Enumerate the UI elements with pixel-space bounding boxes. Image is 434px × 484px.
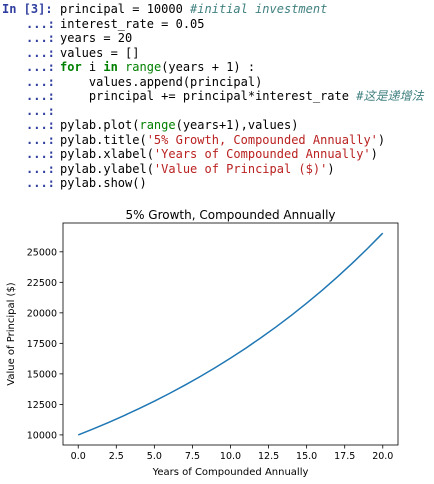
y-tick-label: 12500 [27,400,57,411]
x-tick-label: 10.0 [220,451,241,462]
code-line: ...: values.append(principal) [0,75,434,90]
axes-frame [62,222,399,446]
x-tick-label: 7.5 [185,451,200,462]
code-cell[interactable]: In [3]: principal = 10000 #initial invest… [0,2,434,191]
x-tick-label: 0.0 [71,451,86,462]
x-tick-label: 2.5 [109,451,124,462]
code-line: ...: for i in range(years + 1) : [0,60,434,75]
continuation-prompt: ...: [26,132,55,147]
x-tick-label: 12.5 [258,451,279,462]
plot-output: 5% Growth, Compounded Annually 0.0 2.5 5.0… [6,208,399,478]
continuation-prompt: ...: [26,60,55,74]
code-text: for i in range(years + 1) : [60,60,256,74]
continuation-prompt: ...: [26,161,55,176]
code-text: pylab.ylabel('Value of Principal ($)') [60,161,335,176]
y-tick-label: 17500 [27,339,57,350]
y-tick-label: 10000 [27,430,57,441]
y-tick-label: 25000 [27,247,57,258]
continuation-prompt: ...: [26,118,55,132]
code-text: pylab.show() [60,176,147,190]
continuation-prompt: ...: [26,103,55,118]
code-line: ...: pylab.title('5% Growth, Compounded A… [0,133,434,148]
code-line: ...: interest_rate = 0.05 [0,17,434,32]
x-tick-label: 5.0 [147,451,162,462]
code-text: years = 20 [60,31,133,45]
code-line: ...: pylab.show() [0,176,434,191]
continuation-prompt: ...: [26,147,55,161]
code-text: values = [] [60,45,140,60]
x-tick-label: 20.0 [372,451,393,462]
continuation-prompt: ...: [26,89,55,103]
chart-title: 5% Growth, Compounded Annually [125,208,335,222]
code-line: ...: years = 20 [0,31,434,46]
code-line: ...: principal += principal*interest_rat… [0,89,434,104]
y-tick-label: 15000 [27,369,57,380]
code-text: pylab.title('5% Growth, Compounded Annua… [60,132,386,147]
code-text: pylab.xlabel('Years of Compounded Annual… [60,147,378,161]
code-text: principal += principal*interest_rate #这是… [60,89,424,103]
continuation-prompt: ...: [26,16,55,31]
input-prompt: In [3]: [2,2,53,16]
code-line: ...: pylab.plot(range(years+1),values) [0,118,434,133]
x-tick-label: 17.5 [334,451,355,462]
code-line: ...: values = [] [0,46,434,61]
code-line: ...: pylab.ylabel('Value of Principal ($)… [0,162,434,177]
continuation-prompt: ...: [26,176,55,190]
series-line [77,232,384,436]
code-line: ...: pylab.xlabel('Years of Compounded An… [0,147,434,162]
y-axis-label: Value of Principal ($) [6,282,17,386]
code-line: ...: [0,104,434,119]
continuation-prompt: ...: [26,74,55,89]
code-text: principal = 10000 #initial investment [60,2,328,16]
code-text: values.append(principal) [60,74,263,89]
y-tick-label: 22500 [27,278,57,289]
code-text: interest_rate = 0.05 [60,16,205,31]
continuation-prompt: ...: [26,45,55,60]
y-tick-label: 20000 [27,308,57,319]
x-axis-label: Years of Compounded Annually [152,467,309,478]
code-line: In [3]: principal = 10000 #initial invest… [0,2,434,17]
continuation-prompt: ...: [26,31,55,45]
x-tick-label: 15.0 [296,451,317,462]
code-text: pylab.plot(range(years+1),values) [60,118,299,132]
